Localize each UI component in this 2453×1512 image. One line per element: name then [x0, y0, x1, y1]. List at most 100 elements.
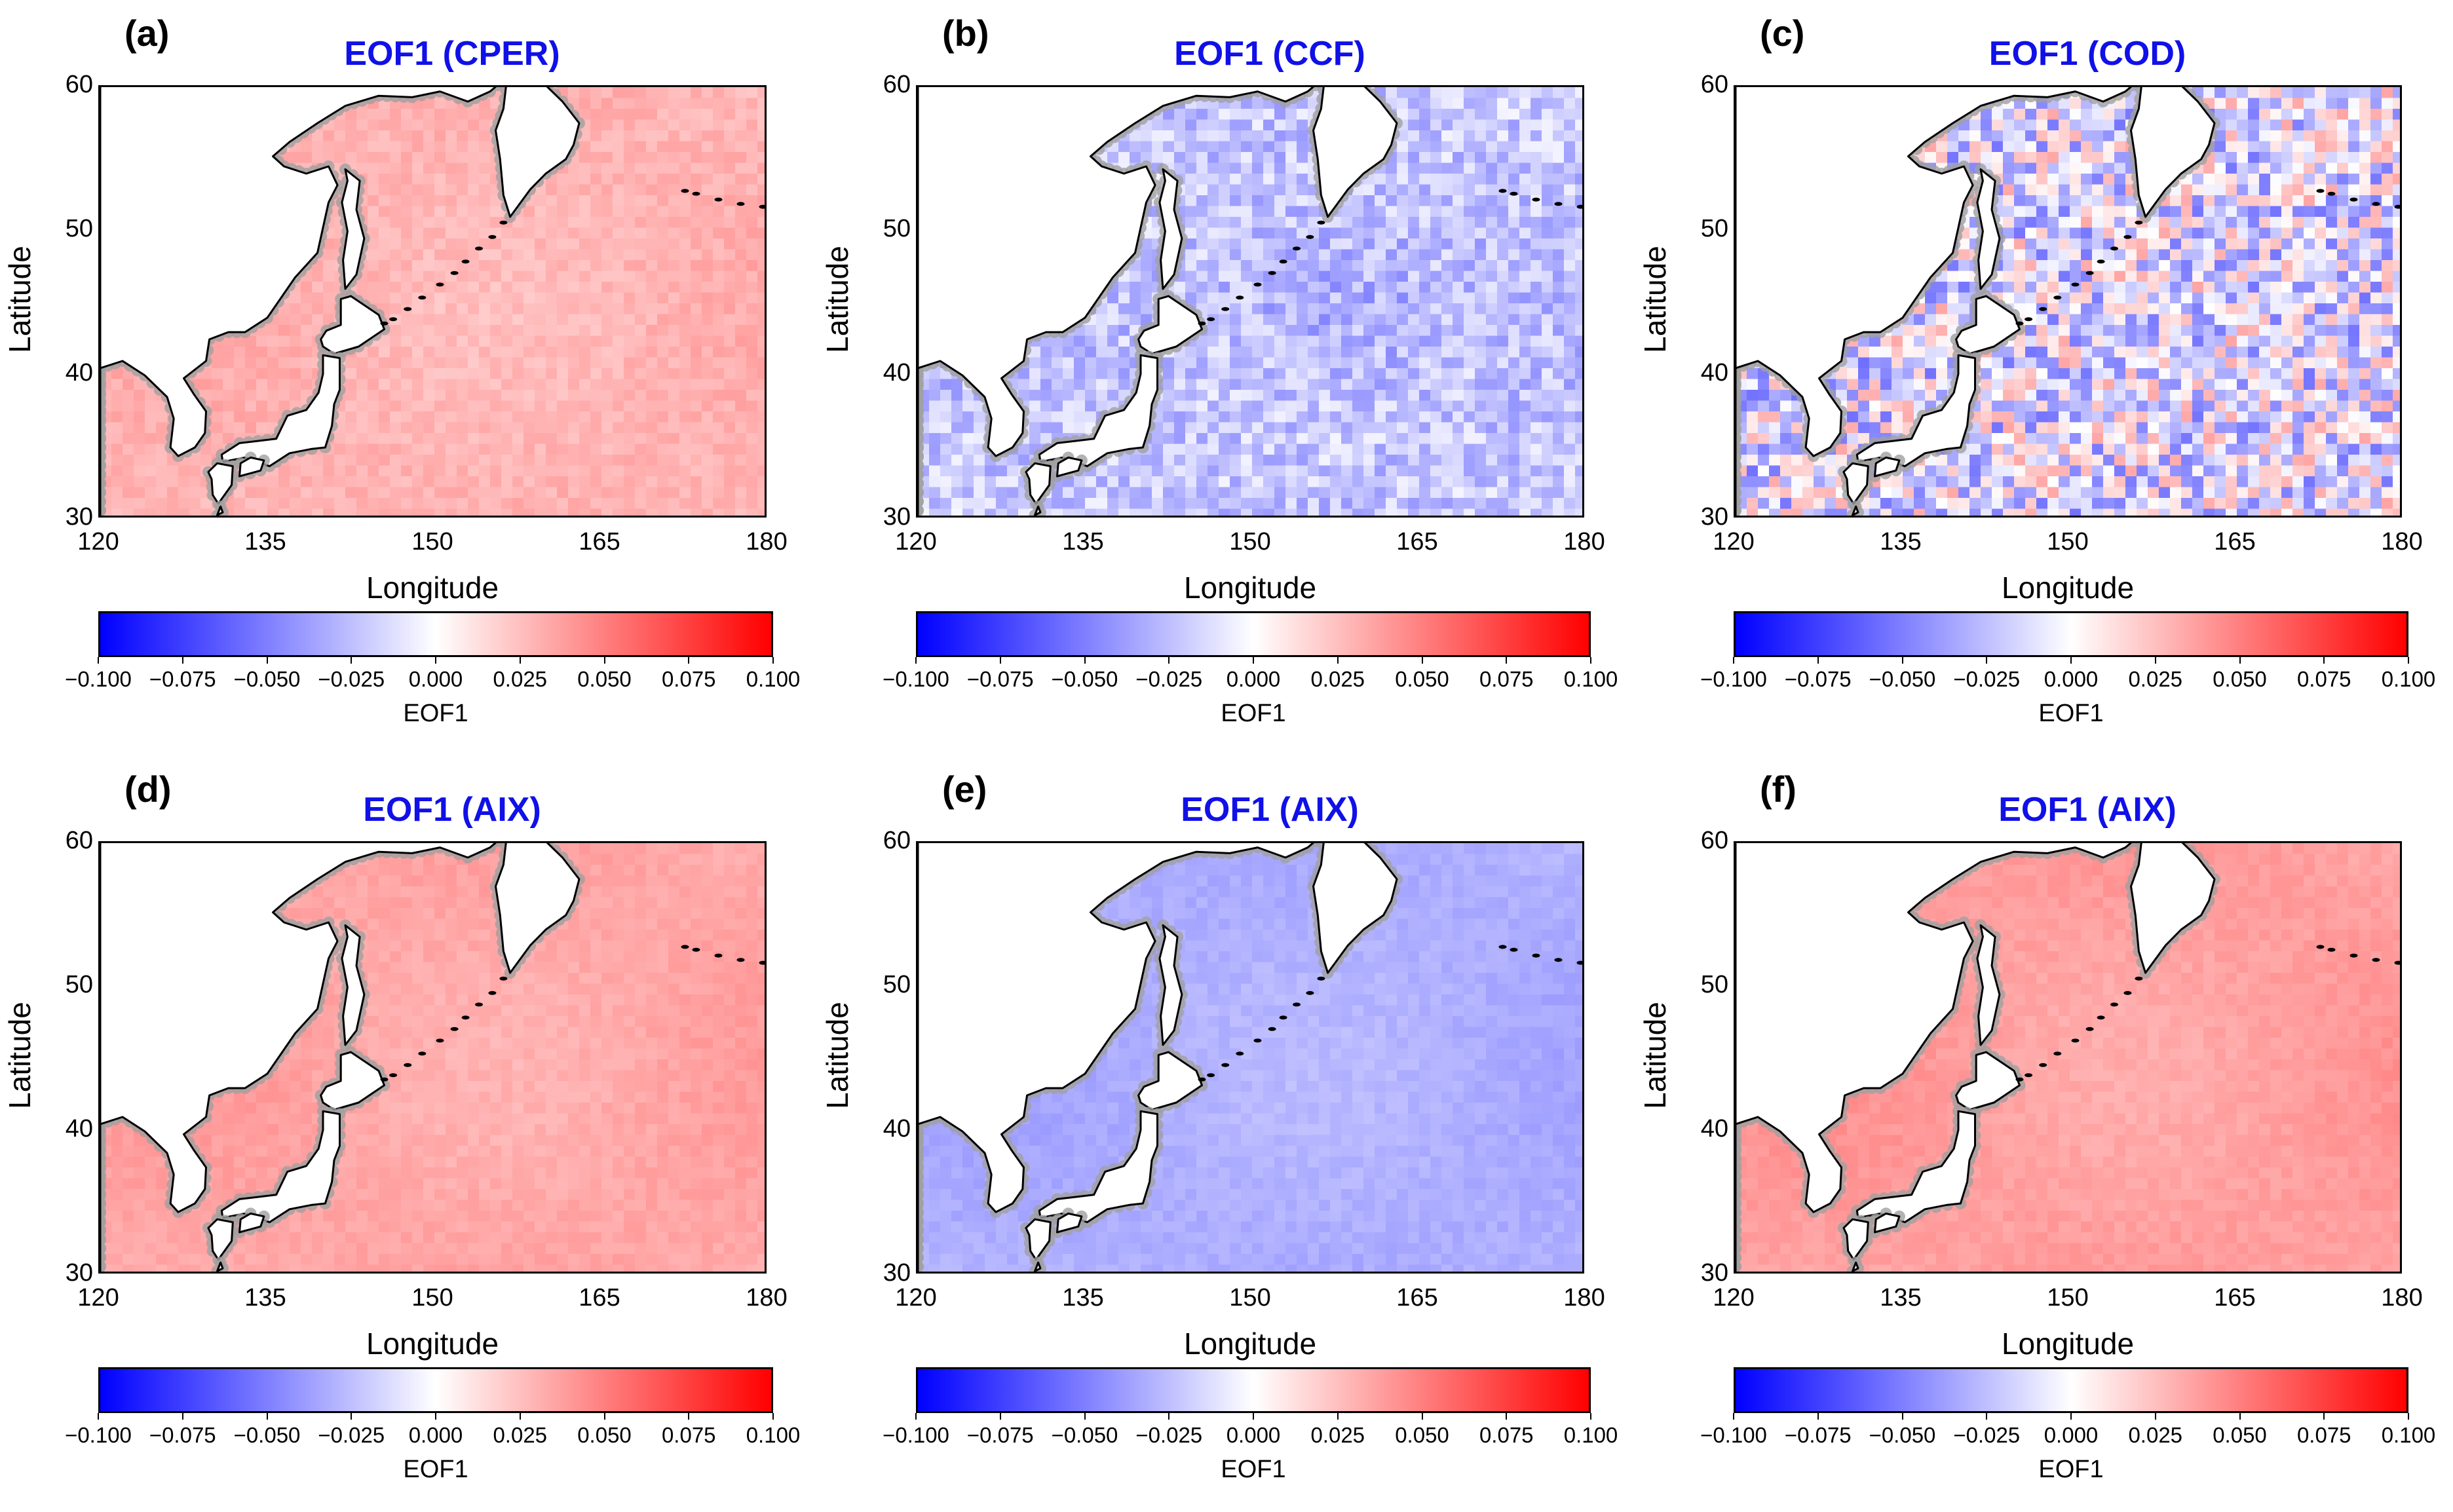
heatmap-cell [579, 335, 591, 347]
heatmap-cell [1475, 206, 1487, 217]
heatmap-cell [1419, 314, 1431, 326]
heatmap-cell [757, 98, 765, 109]
heatmap-cell [568, 465, 580, 477]
heatmap-cell [111, 379, 123, 390]
heatmap-cell [123, 455, 134, 466]
heatmap-cell [724, 400, 736, 412]
heatmap-cell [1486, 357, 1498, 369]
heatmap-cell [301, 455, 313, 466]
heatmap-cell [1274, 184, 1286, 196]
heatmap-cell [951, 465, 963, 477]
heatmap-cell [1497, 433, 1509, 445]
heatmap-cell [1352, 347, 1364, 358]
heatmap-cell [446, 347, 457, 358]
heatmap-cell [1386, 227, 1398, 239]
heatmap-cell [278, 476, 290, 488]
heatmap-cell [646, 227, 658, 239]
heatmap-cell [301, 379, 313, 390]
heatmap-cell [1252, 130, 1264, 142]
heatmap-cell [212, 433, 223, 445]
heatmap-cell [1430, 292, 1442, 304]
heatmap-cell [1508, 455, 1520, 466]
heatmap-cell [223, 422, 235, 434]
heatmap-cell [1040, 347, 1052, 358]
heatmap-cell [1575, 238, 1582, 250]
heatmap-cell [468, 400, 480, 412]
heatmap-cell [278, 357, 290, 369]
heatmap-cell [1230, 174, 1242, 185]
heatmap-cell [657, 368, 669, 380]
heatmap-cell [1085, 357, 1097, 369]
heatmap-cell [1531, 422, 1542, 434]
heatmap-cell [412, 498, 424, 510]
heatmap-cell [111, 422, 123, 434]
island-kurils [499, 220, 508, 225]
heatmap-cell [457, 184, 468, 196]
heatmap-cell [962, 433, 974, 445]
heatmap-cell [401, 487, 413, 499]
heatmap-cell [111, 411, 123, 423]
heatmap-cell [601, 271, 613, 282]
heatmap-cell [457, 217, 468, 229]
heatmap-cell [1531, 130, 1542, 142]
heatmap-cell [1174, 162, 1186, 174]
heatmap-cell [1397, 98, 1409, 109]
heatmap-cell [1531, 109, 1542, 121]
heatmap-cell [401, 174, 413, 185]
heatmap-cell [1207, 271, 1219, 282]
heatmap-cell [1219, 282, 1230, 293]
heatmap-cell [234, 368, 246, 380]
heatmap-cell [646, 314, 658, 326]
heatmap-cell [1486, 400, 1498, 412]
heatmap-cell [1074, 335, 1086, 347]
heatmap-cell [546, 357, 558, 369]
heatmap-cell [1575, 206, 1582, 217]
heatmap-cell [1252, 119, 1264, 131]
heatmap-cell [601, 109, 613, 121]
heatmap-cell [702, 400, 713, 412]
heatmap-cell [713, 508, 725, 516]
heatmap-cell [557, 411, 569, 423]
heatmap-cell [1063, 400, 1074, 412]
heatmap-cell [1497, 303, 1509, 315]
heatmap-cell [1419, 98, 1431, 109]
heatmap-cell [345, 422, 357, 434]
heatmap-cell [1063, 422, 1074, 434]
heatmap-cell [423, 314, 435, 326]
heatmap-cell [1453, 292, 1464, 304]
heatmap-cell [679, 368, 691, 380]
heatmap-cell [290, 347, 301, 358]
heatmap-cell [156, 476, 168, 488]
heatmap-cell [1430, 152, 1442, 164]
heatmap-cell [1419, 119, 1431, 131]
heatmap-cell [1207, 162, 1219, 174]
heatmap-cell [668, 379, 680, 390]
heatmap-cell [1141, 249, 1152, 261]
heatmap-cell [1219, 130, 1230, 142]
heatmap-cell [1285, 162, 1297, 174]
heatmap-cell [412, 444, 424, 455]
heatmap-cell [1553, 238, 1565, 250]
heatmap-cell [1341, 465, 1353, 477]
heatmap-cell [1408, 141, 1420, 153]
heatmap-cell [1564, 400, 1576, 412]
heatmap-cell [379, 465, 390, 477]
heatmap-cell [1096, 390, 1108, 402]
heatmap-cell [546, 498, 558, 510]
heatmap-cell [679, 238, 691, 250]
heatmap-cell [1486, 303, 1498, 315]
heatmap-cell [345, 119, 357, 131]
heatmap-cell [1397, 271, 1409, 282]
heatmap-cell [189, 508, 201, 516]
heatmap-cell [1441, 130, 1453, 142]
heatmap-cell [423, 249, 435, 261]
heatmap-cell [757, 162, 765, 174]
heatmap-cell [1363, 422, 1375, 434]
heatmap-cell [1575, 260, 1582, 272]
heatmap-cell [679, 433, 691, 445]
heatmap-cell [746, 87, 758, 99]
heatmap-cell [1408, 433, 1420, 445]
heatmap-cell [1531, 152, 1542, 164]
heatmap-cell [457, 422, 468, 434]
heatmap-cell [746, 390, 758, 402]
